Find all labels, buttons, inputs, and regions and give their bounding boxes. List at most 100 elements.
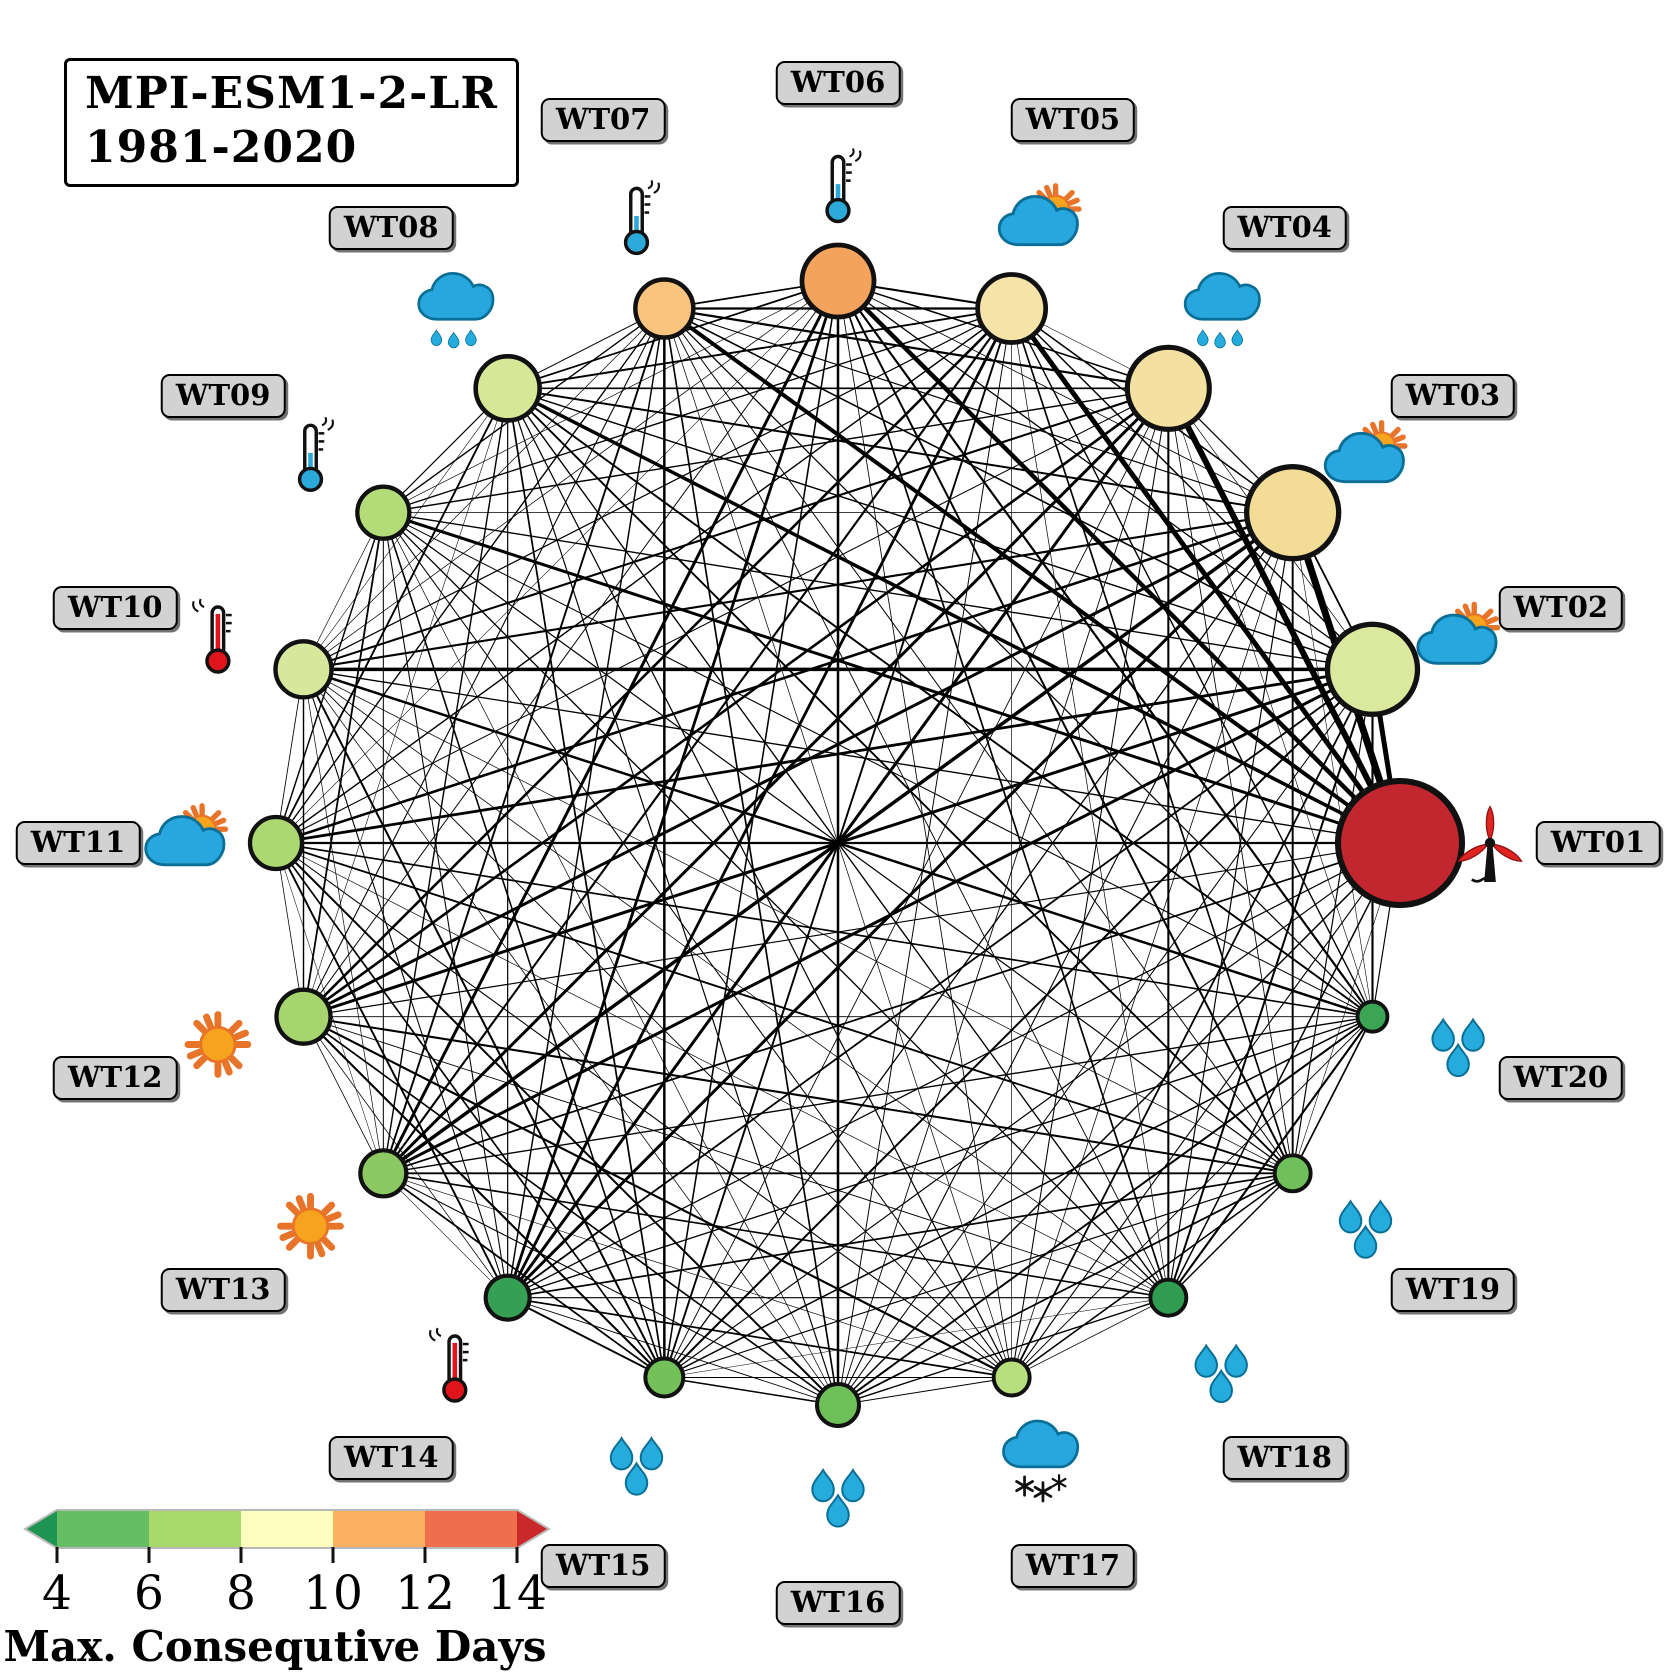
node-WT07 <box>633 277 696 340</box>
edge-WT03-WT16 <box>837 512 1294 1406</box>
edge-WT04-WT09 <box>383 387 1169 514</box>
edge-WT05-WT16 <box>837 308 1013 1406</box>
edge-WT01-WT06 <box>836 279 1402 845</box>
edge-WT02-WT05 <box>1011 308 1373 670</box>
edge-WT10-WT18 <box>303 669 1169 1298</box>
edge-WT12-WT14 <box>303 1016 508 1298</box>
rain-drops-icon <box>1195 1345 1246 1402</box>
edge-WT05-WT19 <box>1010 308 1294 1174</box>
colorbar-tick-label: 8 <box>226 1566 256 1621</box>
edge-WT15-WT19 <box>664 1172 1293 1379</box>
node-label-WT17: WT17 <box>1010 1543 1136 1588</box>
edge-WT16-WT20 <box>837 1015 1374 1406</box>
edge-WT11-WT16 <box>275 842 839 1406</box>
colorbar-segment-4 <box>425 1511 517 1547</box>
rain-drops-icon <box>1432 1019 1483 1076</box>
colorbar-axis-label: Max. Consequtive Days <box>3 1622 546 1671</box>
edge-WT03-WT14 <box>506 511 1294 1299</box>
node-WT06 <box>799 242 877 320</box>
node-WT10 <box>273 639 334 700</box>
edge-WT04-WT15 <box>663 388 1169 1378</box>
edge-WT01-WT18 <box>1167 842 1401 1299</box>
edge-WT16-WT18 <box>837 1297 1169 1406</box>
node-label-WT11: WT11 <box>15 821 141 865</box>
edge-WT11-WT18 <box>275 842 1169 1298</box>
edge-WT10-WT15 <box>302 668 666 1378</box>
edge-WT08-WT11 <box>275 387 509 844</box>
edge-WT07-WT12 <box>303 308 665 1017</box>
edge-WT06-WT13 <box>381 280 840 1175</box>
edge-WT02-WT15 <box>663 668 1374 1379</box>
sun-behind-cloud-icon <box>1418 604 1498 663</box>
edge-WT12-WT15 <box>302 1015 666 1379</box>
edge-WT09-WT12 <box>302 512 385 1017</box>
edge-WT01-WT04 <box>1165 386 1403 845</box>
edge-WT10-WT17 <box>303 669 1012 1378</box>
edge-WT11-WT14 <box>275 842 509 1299</box>
edge-WT18-WT20 <box>1167 1016 1374 1299</box>
edge-WT13-WT18 <box>383 1172 1169 1299</box>
node-WT05 <box>975 272 1049 345</box>
edge-WT06-WT15 <box>663 280 839 1378</box>
edge-WT06-WT17 <box>837 280 1013 1378</box>
edge-WT05-WT12 <box>302 307 1013 1018</box>
edge-WT02-WT13 <box>382 667 1374 1175</box>
edge-WT01-WT12 <box>303 842 1401 1018</box>
node-WT09 <box>355 484 412 541</box>
edge-WT04-WT11 <box>275 387 1169 844</box>
edge-WT13-WT14 <box>383 1173 508 1298</box>
node-label-WT14: WT14 <box>329 1435 454 1480</box>
title-period: 1981-2020 <box>85 121 358 173</box>
node-label-WT16: WT16 <box>775 1581 901 1625</box>
edge-WT03-WT20 <box>1292 512 1373 1017</box>
edge-WT03-WT08 <box>507 387 1293 514</box>
colorbar-tick-label: 10 <box>303 1566 363 1621</box>
edge-WT05-WT14 <box>506 307 1013 1299</box>
edge-WT08-WT15 <box>506 388 666 1378</box>
edge-lines <box>275 279 1404 1406</box>
node-WT14 <box>483 1273 532 1322</box>
node-WT12 <box>274 987 333 1046</box>
edge-WT10-WT13 <box>303 669 384 1174</box>
rain-drops-icon <box>812 1470 863 1527</box>
edge-WT03-WT06 <box>837 280 1293 514</box>
edge-WT06-WT18 <box>837 280 1170 1298</box>
edge-WT16-WT19 <box>837 1172 1294 1406</box>
colorbar-tick-label: 12 <box>395 1566 455 1621</box>
node-WT18 <box>1148 1277 1189 1318</box>
edge-WT11-WT12 <box>275 842 304 1017</box>
edge-WT14-WT19 <box>507 1172 1293 1299</box>
sun-behind-cloud-icon <box>1325 423 1405 482</box>
colorbar-segment-0 <box>57 1511 149 1547</box>
edge-WT04-WT20 <box>1168 388 1373 1017</box>
edge-WT15-WT16 <box>664 1376 839 1406</box>
node-label-WT05: WT05 <box>1010 98 1136 143</box>
edge-WT07-WT18 <box>663 308 1169 1298</box>
edge-WT05-WT10 <box>303 307 1012 670</box>
edge-WT12-WT17 <box>303 1015 1013 1379</box>
node-WT15 <box>643 1356 686 1399</box>
colorbar-segment-1 <box>149 1511 241 1547</box>
edge-WT08-WT20 <box>507 387 1374 1018</box>
node-label-WT13: WT13 <box>160 1267 286 1312</box>
edge-WT04-WT07 <box>664 307 1169 390</box>
cold-thermometer-icon <box>825 146 863 224</box>
edge-WT07-WT16 <box>663 308 839 1406</box>
edge-WT04-WT13 <box>382 387 1170 1175</box>
edge-WT03-WT18 <box>1167 512 1294 1298</box>
node-WT11 <box>247 814 305 872</box>
node-label-WT07: WT07 <box>540 98 666 143</box>
edge-WT13-WT20 <box>383 1016 1373 1175</box>
colorbar-left-arrow <box>27 1511 57 1547</box>
rain-cloud-icon <box>1185 273 1259 347</box>
edge-WT11-WT19 <box>275 842 1293 1175</box>
edge-WT06-WT20 <box>837 280 1374 1018</box>
node-WT17 <box>991 1357 1032 1398</box>
edge-WT11-WT17 <box>275 842 1012 1378</box>
colorbar-tick-label: 14 <box>487 1566 547 1621</box>
rain-drops-icon <box>1340 1201 1391 1258</box>
edge-WT01-WT08 <box>506 386 1401 845</box>
edge-WT10-WT14 <box>302 669 509 1298</box>
